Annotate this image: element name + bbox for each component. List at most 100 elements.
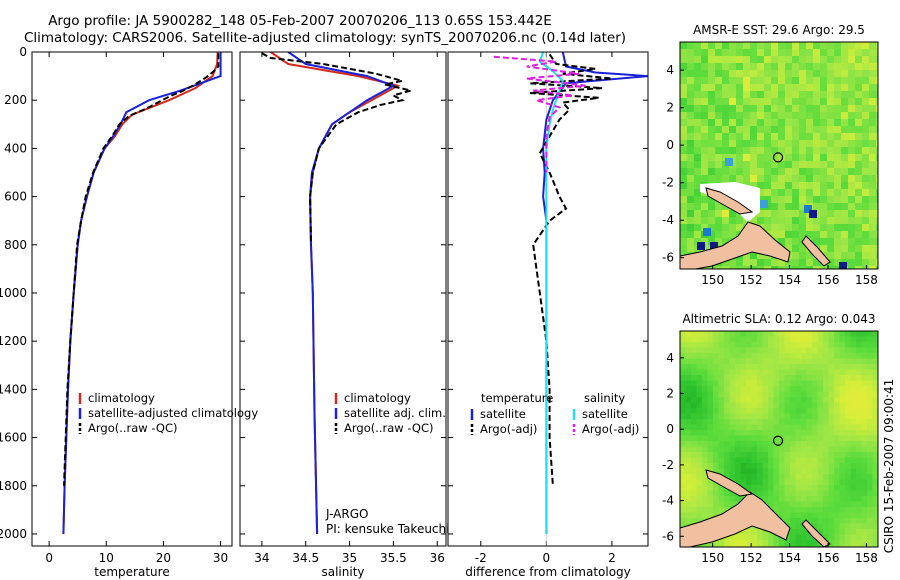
sla_map-cell [685, 424, 692, 431]
sst_map-cell [743, 126, 751, 134]
sst_map-cell [820, 98, 828, 106]
sst_map-cell [792, 105, 800, 113]
sla_map-cell [806, 507, 813, 513]
sst_map-cell [736, 84, 744, 92]
sst_map-cell [848, 70, 856, 78]
sla_map-cell [861, 512, 868, 519]
sla_map-cell [779, 342, 785, 348]
sst_map-cell [834, 147, 842, 155]
sla_map-cell [718, 540, 725, 546]
sla_map-cell [795, 331, 802, 337]
sst_map-cell [806, 84, 814, 92]
sla_map-cell [751, 397, 758, 403]
sla_map-cell [696, 474, 703, 480]
sla_map-cell [773, 474, 780, 480]
sst_map-cell [708, 140, 716, 148]
sla_map-cell [790, 457, 796, 464]
sla_map-cell [861, 452, 868, 458]
sla_map-cell [762, 413, 769, 420]
sla_map-cell [735, 408, 741, 414]
sst_map-cell [862, 49, 870, 57]
sst_map-cell [687, 231, 695, 239]
sla_map-cell [685, 375, 692, 381]
sla_map-cell [702, 441, 708, 447]
sst_map-cell [764, 140, 772, 148]
sla_map-cell [751, 331, 758, 337]
sla_map-cell [861, 545, 868, 547]
sla_map-cell [817, 375, 824, 381]
sla_map-ytick-label: -6 [662, 529, 674, 543]
sla_map-cell [790, 424, 796, 431]
sla_map-cell [779, 353, 785, 359]
sst_map-cell [715, 42, 723, 50]
sla_map-cell [795, 501, 802, 508]
sst_map-cell [778, 84, 786, 92]
sla_map-cell [746, 347, 752, 354]
sla_map-cell [834, 397, 840, 403]
sst_map-cell [729, 119, 737, 127]
sst_map-cell [722, 112, 730, 120]
sst_map-cell [869, 140, 877, 148]
sst_map-cell [827, 245, 835, 253]
sla_map-cell [757, 391, 763, 398]
sla_map-cell [817, 457, 824, 464]
sla_map-cell [746, 386, 752, 392]
sla_map-cell [867, 408, 873, 414]
sst_map-cell [750, 175, 758, 183]
sla_map-cell [812, 468, 818, 475]
sla_map-cell [702, 496, 708, 502]
sst_map-cell [680, 210, 688, 218]
sla_map-cell [735, 347, 741, 354]
sla_map-cell [685, 391, 692, 398]
sla_map-cell [790, 468, 796, 475]
sst_map-cell [862, 175, 870, 183]
sst_map-cell [750, 140, 758, 148]
sla_map-cell [702, 457, 708, 464]
sla_map-cell [691, 391, 697, 398]
sla_map-cell [729, 331, 736, 337]
sla_map-cell [867, 518, 873, 524]
difference-frame [447, 51, 649, 547]
sla_map-cell [867, 358, 873, 365]
sst_map-land-island-2 [801, 235, 831, 267]
sla_map-cell [834, 347, 840, 354]
sst_map-cell [848, 91, 856, 99]
sla_map-cell [795, 364, 802, 370]
sst_map-cell [771, 217, 779, 225]
sla_map-cell [691, 496, 697, 502]
sla_map-cell [746, 441, 752, 447]
sst_map-cell [820, 91, 828, 99]
sst_map-xtick-label: 158 [855, 273, 878, 287]
sla_map-cell [685, 441, 692, 447]
sla_map-cell [806, 419, 813, 425]
sla_map-cell [707, 386, 714, 392]
sst_map-cell [687, 168, 695, 176]
sla_map-cell [850, 424, 857, 431]
sla_map-cell [812, 501, 818, 508]
sla_map-cell [856, 507, 862, 513]
sla_map-cell [784, 336, 791, 343]
sst_map-cell [743, 98, 751, 106]
sla_map-cell [839, 331, 846, 337]
sla_map-cell [691, 369, 697, 376]
sla_map-cell [746, 446, 752, 453]
sla_map-cell [691, 463, 697, 469]
sst_map-cell [778, 266, 786, 269]
sla_map-cell [812, 540, 818, 546]
sla_map-cell [839, 347, 846, 354]
sla_map-cell [685, 413, 692, 420]
sla_map-cell [850, 518, 857, 524]
sla_map-cell [707, 452, 714, 458]
sst_map-cell [736, 161, 744, 169]
sla_map-cell [850, 501, 857, 508]
sla_map-cell [806, 397, 813, 403]
sla_map-cell [751, 380, 758, 387]
sla_map-cell [828, 397, 835, 403]
sst_map-cell [855, 210, 863, 218]
sst_map-cell [729, 154, 737, 162]
sst_map-cell [715, 133, 723, 141]
sla_map-cell [685, 353, 692, 359]
sla_map-cell [757, 380, 763, 387]
sst_map-cell [792, 266, 800, 269]
sst_map-cell [806, 133, 814, 141]
